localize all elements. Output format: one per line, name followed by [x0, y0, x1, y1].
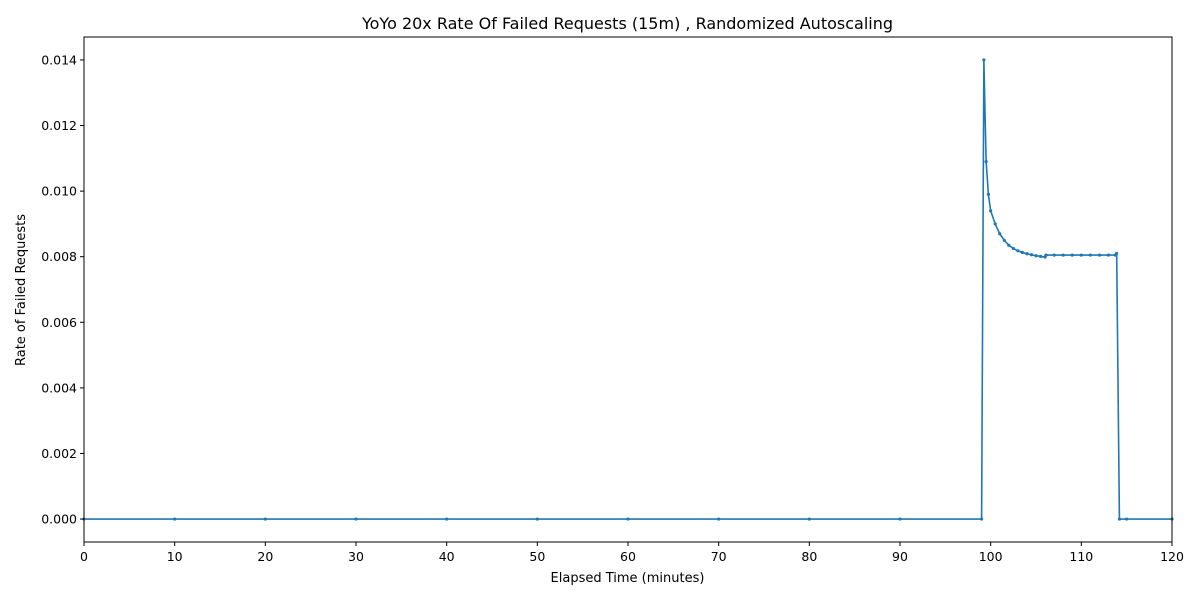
- data-point: [1011, 246, 1015, 251]
- data-point: [1115, 251, 1119, 256]
- data-point: [1044, 253, 1048, 257]
- data-point: [980, 517, 984, 521]
- x-tick-label: 100: [979, 549, 1003, 564]
- data-point: [626, 517, 630, 521]
- data-point: [717, 517, 721, 521]
- data-point: [173, 517, 177, 521]
- x-tick-label: 90: [892, 549, 908, 564]
- y-tick-label: 0.006: [41, 315, 77, 330]
- x-tick-label: 60: [620, 549, 636, 564]
- data-point: [898, 517, 902, 521]
- data-point: [984, 160, 988, 164]
- y-axis-ticks: 0.000 0.002 0.004 0.006 0.008 0.010 0.012 0.014: [41, 52, 84, 527]
- y-tick-label: 0.002: [41, 446, 77, 461]
- series-line-0: [84, 59, 1172, 520]
- data-point: [535, 517, 539, 521]
- data-point: [1125, 517, 1129, 521]
- y-tick-label: 0.000: [41, 512, 77, 527]
- x-tick-label: 70: [711, 549, 727, 564]
- data-point: [1061, 253, 1065, 257]
- y-tick-label: 0.010: [41, 184, 77, 199]
- x-axis-label: Elapsed Time (minutes): [551, 571, 705, 586]
- data-point: [1025, 252, 1029, 256]
- data-point: [986, 192, 991, 196]
- plot-frame: [83, 36, 1173, 543]
- x-tick-label: 40: [439, 549, 455, 564]
- data-point: [1016, 249, 1020, 253]
- y-tick-label: 0.014: [41, 52, 77, 67]
- data-point: [1088, 253, 1092, 257]
- data-point: [807, 517, 811, 521]
- x-tick-label: 20: [257, 549, 273, 564]
- data-point: [1117, 517, 1122, 521]
- data-point: [1097, 253, 1102, 257]
- y-axis-label: Rate of Failed Requests: [14, 214, 29, 366]
- data-point: [1002, 238, 1006, 242]
- x-tick-label: 120: [1160, 549, 1184, 564]
- y-tick-label: 0.004: [41, 380, 77, 395]
- x-tick-label: 30: [348, 549, 364, 564]
- data-point: [1106, 253, 1111, 257]
- data-point: [993, 222, 997, 226]
- x-tick-label: 110: [1069, 549, 1093, 564]
- data-point: [1038, 254, 1043, 258]
- data-point: [1052, 253, 1056, 257]
- x-tick-label: 80: [801, 549, 817, 564]
- x-tick-label: 50: [529, 549, 545, 564]
- data-point: [263, 517, 267, 521]
- data-point: [354, 517, 358, 521]
- data-point: [998, 232, 1002, 236]
- data-point: [989, 209, 993, 213]
- data-point: [1020, 250, 1024, 255]
- y-tick-label: 0.012: [41, 118, 77, 133]
- plot-area: [82, 36, 1174, 543]
- data-point: [982, 58, 986, 62]
- data-point: [1029, 253, 1034, 257]
- x-tick-label: 10: [167, 549, 183, 564]
- chart-title: YoYo 20x Rate Of Failed Requests (15m) ,…: [361, 14, 893, 33]
- x-axis-ticks: 0 10 20 30 40 50 60 70 80 90 100 110 120: [80, 542, 1184, 564]
- y-tick-label: 0.008: [41, 249, 77, 264]
- data-point: [445, 517, 449, 521]
- data-point: [1070, 253, 1074, 257]
- data-point: [1034, 254, 1038, 258]
- data-point: [1079, 253, 1083, 257]
- data-point: [1007, 243, 1011, 247]
- x-tick-label: 0: [80, 549, 88, 564]
